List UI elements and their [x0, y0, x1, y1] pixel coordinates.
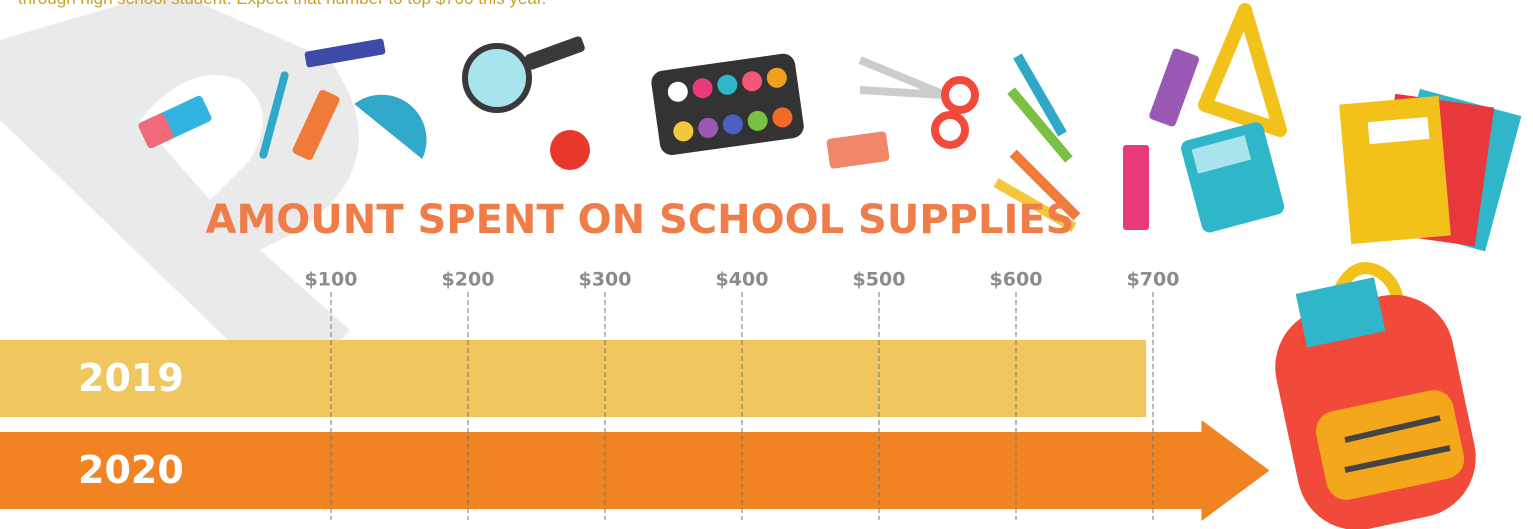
chart-title: AMOUNT SPENT ON SCHOOL SUPPLIES: [206, 197, 1075, 243]
page: {"chart_data": {"type": "bar", "orientat…: [0, 0, 1533, 529]
x-tick-label: $500: [853, 269, 906, 291]
subtitle: through high school student. Expect that…: [18, 0, 546, 8]
category-label: 2019: [78, 356, 184, 400]
bar-arrow: [0, 420, 1269, 521]
x-tick-label: $700: [1127, 269, 1180, 291]
x-tick-label: $600: [990, 269, 1043, 291]
plot: 2019 2020 $100 $200 $300 $400 $500 $600 $700: [0, 269, 1269, 522]
x-tick-label: $100: [305, 269, 358, 291]
x-tick-label: $300: [579, 269, 632, 291]
chart: through high school student. Expect that…: [0, 0, 1533, 529]
x-tick-label: $400: [716, 269, 769, 291]
x-tick-label: $200: [442, 269, 495, 291]
category-label: 2020: [78, 448, 184, 492]
